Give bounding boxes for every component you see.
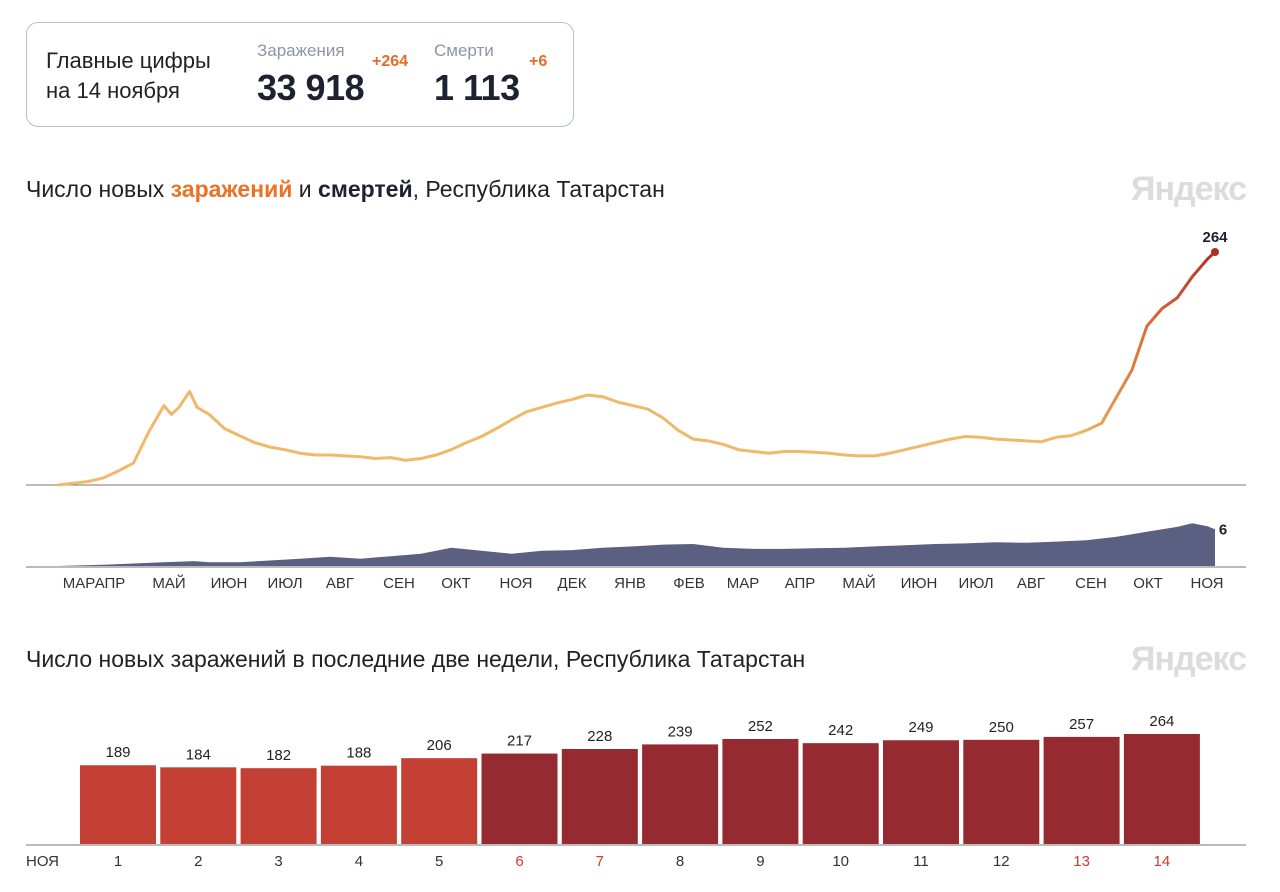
x-tick-label: АВГ [1017,575,1045,592]
bar-value-label: 217 [507,733,532,750]
bar [240,768,317,844]
chart1-title-infections: заражений [170,176,293,202]
x-tick-label: СЕН [1075,575,1107,592]
bar-value-label: 184 [186,746,211,763]
chart2-title: Число новых заражений в последние две не… [26,646,806,672]
infections-last-point [1211,248,1219,256]
chart1-title: Число новых заражений и смертей, Республ… [26,176,665,203]
x-tick-label: АПР [95,575,126,592]
infections-series-line [57,250,1217,487]
deaths-value: 1 113 [434,67,520,108]
x-tick-label: МАР [63,575,96,592]
x-tick-label: АВГ [326,575,354,592]
bar [80,765,156,844]
x-tick-label: 4 [355,853,363,870]
bar-value-label: 257 [1069,716,1094,733]
x-tick-label: 2 [194,853,202,870]
bar [963,739,1040,844]
bar-value-label: 189 [105,744,130,761]
bar-value-label: 252 [748,718,773,735]
bar-value-label: 250 [989,719,1014,736]
bar [481,753,558,844]
x-tick-label: 9 [756,853,764,870]
chart1-title-region: , Республика Татарстан [412,176,665,202]
x-tick-label: 5 [435,853,443,870]
x-tick-label: МАР [727,575,760,592]
x-tick-label: 8 [676,853,684,870]
infections-block: Заражения 33 918 [257,41,365,109]
x-tick-label: 3 [274,853,282,870]
deaths-last-label: 6 [1219,521,1227,538]
x-tick-label: ОКТ [441,575,471,592]
bar [160,767,237,844]
x-tick-label: МАЙ [152,574,185,592]
bar-value-label: 206 [427,737,452,754]
x-tick-label: ИЮН [211,575,248,592]
bar-value-label: 188 [346,745,371,762]
summary-date: на 14 ноября [46,78,180,103]
bar [1043,736,1120,844]
summary-card: Главные цифры на 14 ноября Заражения 33 … [26,22,574,127]
bar [722,738,799,844]
bar-value-label: 182 [266,747,291,764]
infections-label: Заражения [257,41,345,60]
x-tick-label: ИЮН [901,575,938,592]
bar-value-label: 228 [587,728,612,745]
x-tick-label: 6 [515,853,523,870]
infections-delta: +264 [372,53,409,70]
bar-value-label: 264 [1149,713,1174,730]
x-tick-label: 10 [832,853,849,870]
x-tick-label: ИЮЛ [267,575,302,592]
x-tick-label: 14 [1154,853,1171,870]
summary-title: Главные цифры на 14 ноября [46,46,211,106]
x-tick-label: 7 [596,853,604,870]
x-tick-label: 11 [913,853,929,870]
x-tick-label: ДЕК [558,575,587,592]
x-tick-label: 1 [114,853,122,870]
infections-last-label: 264 [1202,229,1228,246]
chart1-title-part: Число новых [26,176,171,202]
month-label: НОЯ [26,853,59,870]
x-tick-label: ЯНВ [614,575,646,592]
bar-value-label: 242 [828,722,853,739]
two-week-bar-chart: 189 1 184 2 182 3 188 4 206 5 217 6 228 7 239 8 252 9 242 1… [26,713,1246,870]
bar [561,748,638,844]
bar [1123,733,1200,844]
bar [802,743,879,844]
chart1-title-deaths: смертей [318,176,413,202]
deaths-delta: +6 [529,53,548,70]
deaths-label: Смерти [434,41,494,60]
yandex-logo: Яндекс [1131,640,1247,678]
deaths-series-area [58,523,1215,566]
x-tick-label: МАЙ [842,574,875,592]
bar [883,740,959,844]
x-tick-label: 12 [993,853,1010,870]
summary-title-line1: Главные цифры [46,48,211,73]
chart1-title-part: и [292,176,319,202]
x-tick-label: СЕН [383,575,415,592]
x-tick-label: ОКТ [1133,575,1163,592]
x-tick-label: АПР [785,575,816,592]
x-tick-label: 13 [1073,853,1090,870]
bar-value-label: 249 [908,719,933,736]
bar [320,765,397,844]
x-tick-label: НОЯ [499,575,532,592]
bar [642,744,719,844]
bar-value-label: 239 [668,723,693,740]
bar [401,758,478,844]
yandex-logo: Яндекс [1131,170,1247,208]
deaths-block: Смерти 1 113 [434,41,520,109]
x-tick-label: ИЮЛ [958,575,993,592]
infections-value: 33 918 [257,67,365,108]
x-tick-label: НОЯ [1190,575,1223,592]
x-tick-label: ФЕВ [673,575,704,592]
